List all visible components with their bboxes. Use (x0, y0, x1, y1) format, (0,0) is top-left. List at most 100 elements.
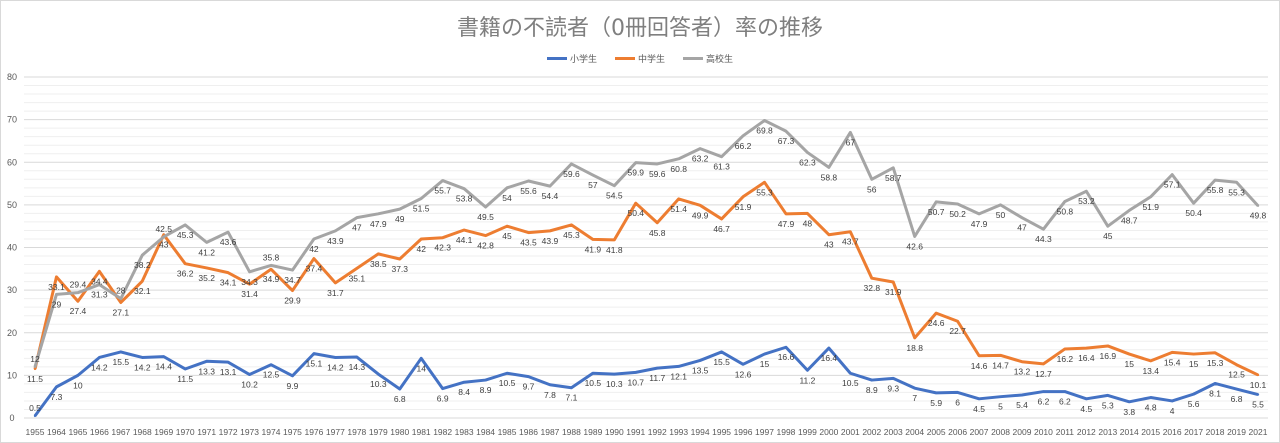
data-label: 50.7 (928, 207, 945, 217)
data-point (827, 166, 831, 169)
data-point (1106, 394, 1110, 397)
data-label: 15.3 (1207, 358, 1224, 368)
x-tick-label: 2014 (1120, 427, 1139, 437)
x-tick-label: 1985 (498, 427, 517, 437)
data-label: 14.2 (134, 362, 151, 372)
data-label: 50 (996, 210, 1006, 220)
data-point (334, 281, 337, 285)
data-point (870, 178, 873, 181)
x-tick-label: 1989 (583, 427, 602, 437)
data-point (806, 369, 809, 372)
data-point (613, 184, 616, 187)
data-label: 7.8 (544, 390, 556, 400)
data-point (634, 201, 637, 205)
data-label: 51.5 (413, 203, 430, 213)
data-label: 43.9 (542, 236, 559, 246)
data-label: 5.3 (1102, 400, 1114, 410)
data-point (1085, 346, 1088, 350)
data-point (1235, 363, 1238, 366)
data-point (312, 237, 316, 241)
data-point (55, 293, 58, 296)
data-point (183, 367, 187, 371)
data-label: 4 (1170, 406, 1175, 416)
data-point (1149, 359, 1152, 363)
data-label: 46.7 (713, 224, 730, 234)
x-tick-label: 1983 (455, 427, 474, 437)
data-point (291, 374, 294, 378)
data-point (806, 151, 809, 154)
data-point (205, 360, 208, 363)
data-point (870, 276, 873, 280)
data-point (33, 365, 37, 369)
data-label: 10.7 (627, 377, 644, 387)
data-label: 59.6 (649, 169, 666, 179)
data-point (613, 372, 616, 376)
data-point (849, 372, 852, 375)
data-label: 34.1 (220, 278, 237, 288)
data-label: 12.1 (670, 371, 687, 381)
data-point (76, 291, 80, 294)
x-tick-label: 2010 (1034, 427, 1053, 437)
data-label: 14.2 (91, 362, 108, 372)
x-tick-label: 1975 (283, 427, 302, 437)
data-label: 8.9 (866, 385, 878, 395)
data-point (656, 366, 659, 370)
data-point (291, 289, 294, 292)
data-point (1020, 216, 1024, 219)
data-label: 34.9 (263, 274, 280, 284)
data-label: 37.4 (306, 264, 323, 274)
data-label: 10.3 (370, 379, 387, 389)
data-label: 42.5 (155, 224, 172, 234)
data-label: 15 (760, 359, 770, 369)
data-label: 10.5 (585, 378, 602, 388)
data-label: 60.8 (670, 164, 687, 174)
data-label: 33.1 (48, 282, 65, 292)
x-tick-label: 2021 (1249, 427, 1268, 437)
data-point (141, 279, 144, 283)
data-label: 43.6 (220, 237, 237, 247)
x-tick-label: 1968 (133, 427, 152, 437)
data-point (849, 131, 852, 134)
data-label: 54.5 (606, 191, 623, 201)
data-label: 32.1 (134, 286, 151, 296)
data-label: 4.8 (1145, 403, 1157, 413)
data-label: 4.5 (1080, 404, 1092, 414)
data-point (162, 235, 165, 239)
y-tick-label: 60 (7, 157, 17, 167)
data-point (291, 268, 294, 272)
x-tick-label: 1972 (219, 427, 238, 437)
data-label: 51.4 (670, 204, 687, 214)
data-label: 58.8 (821, 172, 838, 182)
data-point (1106, 344, 1110, 348)
data-point (698, 204, 702, 207)
data-point (934, 311, 938, 315)
data-point (355, 267, 359, 270)
data-label: 31.4 (241, 289, 258, 299)
data-point (1256, 204, 1260, 207)
legend-swatch (614, 57, 635, 60)
data-label: 34.3 (241, 277, 258, 287)
data-point (892, 280, 895, 284)
data-label: 62.3 (799, 157, 816, 167)
x-tick-label: 2002 (862, 427, 881, 437)
data-point (248, 282, 251, 286)
data-label: 38.5 (370, 259, 387, 269)
legend-item-junior-high: 中学生 (614, 52, 665, 65)
data-label: 51.9 (1142, 202, 1159, 212)
legend-item-high-school: 高校生 (683, 52, 733, 65)
data-point (1192, 392, 1195, 396)
data-label: 10.3 (606, 379, 623, 389)
x-tick-label: 1969 (154, 427, 173, 437)
x-tick-label: 2011 (1056, 427, 1075, 437)
data-point (999, 354, 1002, 357)
legend-swatch (546, 57, 567, 60)
data-label: 31.9 (885, 287, 902, 297)
data-point (784, 212, 788, 216)
data-point (956, 320, 959, 323)
data-point (462, 187, 466, 190)
data-point (956, 391, 959, 394)
data-point (355, 216, 359, 219)
data-label: 44.1 (456, 235, 473, 245)
data-point (956, 202, 959, 206)
data-point (613, 238, 616, 242)
